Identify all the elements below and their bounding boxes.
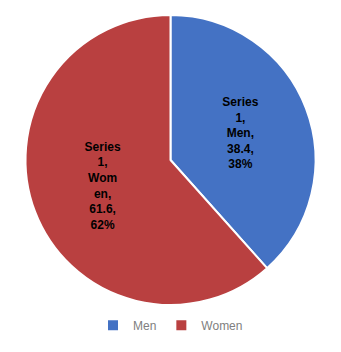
svg-text:Series1,Men,38.4,38%: Series1,Men,38.4,38%	[222, 95, 258, 171]
svg-text:Men: Men	[133, 319, 156, 333]
svg-text:Women: Women	[201, 319, 242, 333]
svg-text:Series1,Women,61.6,62%: Series1,Women,61.6,62%	[85, 140, 121, 232]
